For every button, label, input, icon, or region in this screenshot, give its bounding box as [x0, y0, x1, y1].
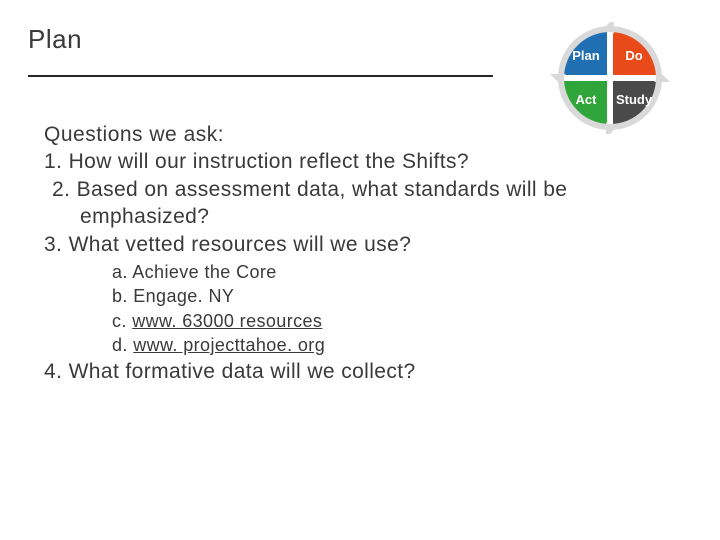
- pdsa-label-act: Act: [576, 92, 598, 107]
- list-letter: a.: [112, 262, 128, 282]
- list-letter: c.: [112, 311, 127, 331]
- list-text: Based on assessment data, what standards…: [77, 178, 568, 227]
- question-item-3: 3. What vetted resources will we use? a.…: [44, 232, 680, 357]
- list-number: 3.: [44, 233, 62, 256]
- resource-sub-list: a. Achieve the Core b. Engage. NY c. www…: [62, 260, 680, 357]
- pdsa-label-study: Study: [616, 92, 653, 107]
- list-number: 4.: [44, 360, 62, 383]
- list-text: Achieve the Core: [132, 262, 276, 282]
- resource-link-63000[interactable]: www. 63000 resources: [132, 311, 322, 331]
- resource-item-b: b. Engage. NY: [112, 284, 680, 308]
- question-item-4: 4. What formative data will we collect?: [44, 359, 680, 385]
- title-underline: [28, 75, 493, 77]
- resource-item-c: c. www. 63000 resources: [112, 309, 680, 333]
- list-text: How will our instruction reflect the Shi…: [69, 150, 469, 173]
- list-text: What vetted resources will we use?: [69, 233, 412, 256]
- resource-link-projecttahoe[interactable]: www. projecttahoe. org: [133, 335, 325, 355]
- list-letter: b.: [112, 286, 128, 306]
- pdsa-cycle-svg: Plan Do Act Study: [540, 22, 680, 134]
- question-item-2: 2. Based on assessment data, what standa…: [44, 177, 680, 230]
- pdsa-label-do: Do: [625, 48, 642, 63]
- resource-item-a: a. Achieve the Core: [112, 260, 680, 284]
- list-number: 2.: [52, 178, 70, 201]
- pdsa-label-plan: Plan: [572, 48, 600, 63]
- list-text: Engage. NY: [133, 286, 234, 306]
- resource-item-d: d. www. projecttahoe. org: [112, 333, 680, 357]
- pdsa-gap-v: [607, 28, 613, 128]
- pdsa-cycle-graphic: Plan Do Act Study: [540, 22, 680, 134]
- slide: Plan: [0, 0, 720, 540]
- list-text: What formative data will we collect?: [69, 360, 416, 383]
- list-number: 1.: [44, 150, 62, 173]
- main-question-list: 1. How will our instruction reflect the …: [44, 149, 680, 385]
- list-letter: d.: [112, 335, 128, 355]
- question-item-1: 1. How will our instruction reflect the …: [44, 149, 680, 175]
